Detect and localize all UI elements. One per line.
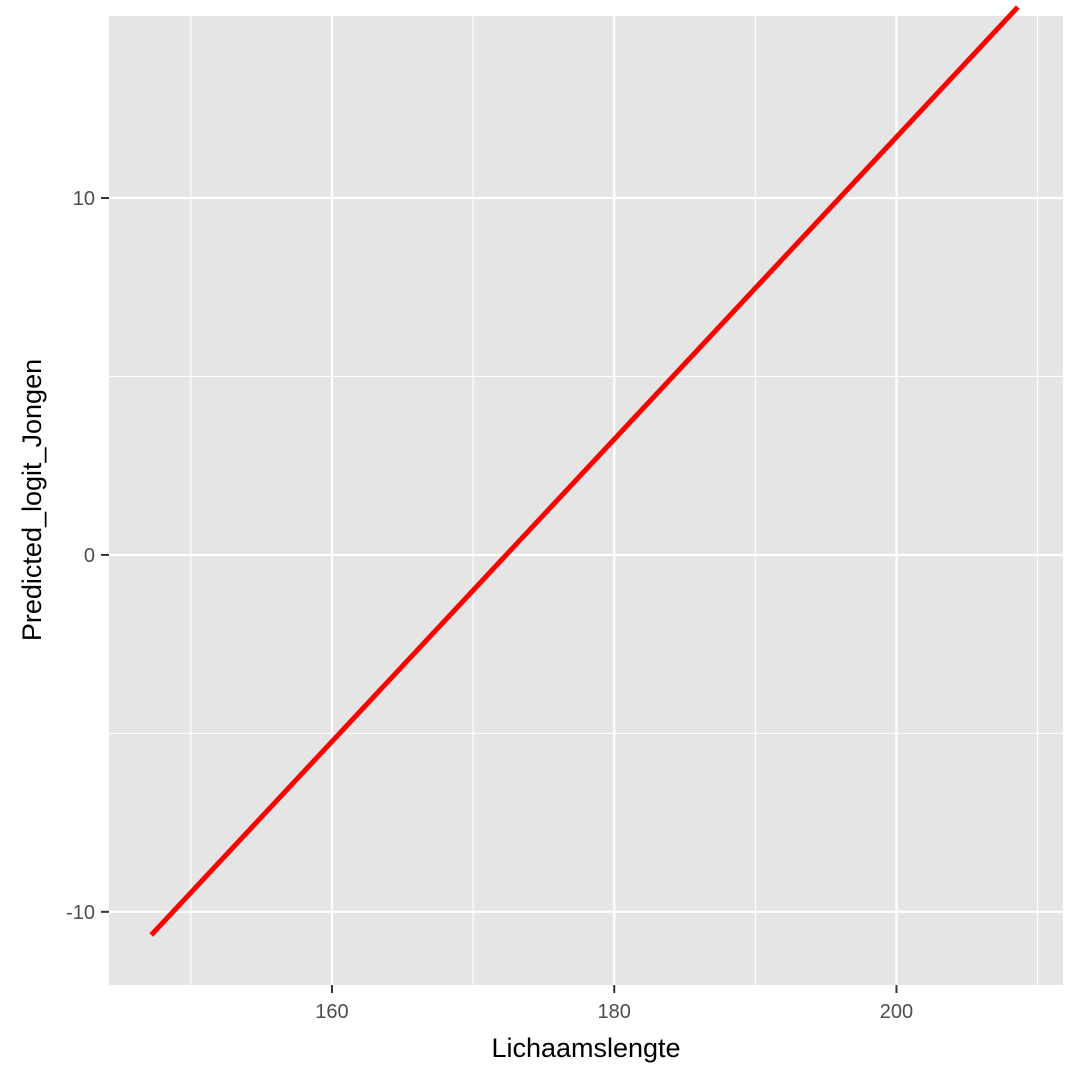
- x-tick-label: 180: [598, 1001, 631, 1023]
- y-axis-title: Predicted_logit_Jongen: [17, 359, 47, 641]
- x-tick-label: 200: [880, 1001, 913, 1023]
- y-tick-label: -10: [66, 902, 95, 924]
- x-tick-label: 160: [315, 1001, 348, 1023]
- x-axis-title: Lichaamslengte: [491, 1033, 680, 1063]
- y-tick-label: 0: [84, 545, 95, 567]
- x-axis: 160 180 200: [315, 985, 913, 1023]
- series-line-0: [149, 5, 1020, 937]
- y-tick-label: 10: [73, 188, 95, 210]
- minor-gridlines: [109, 16, 1063, 985]
- y-axis: -10 0 10: [66, 188, 109, 924]
- major-gridlines: [109, 16, 1063, 985]
- plot-panel: [109, 16, 1063, 985]
- series-layer: [149, 5, 1020, 937]
